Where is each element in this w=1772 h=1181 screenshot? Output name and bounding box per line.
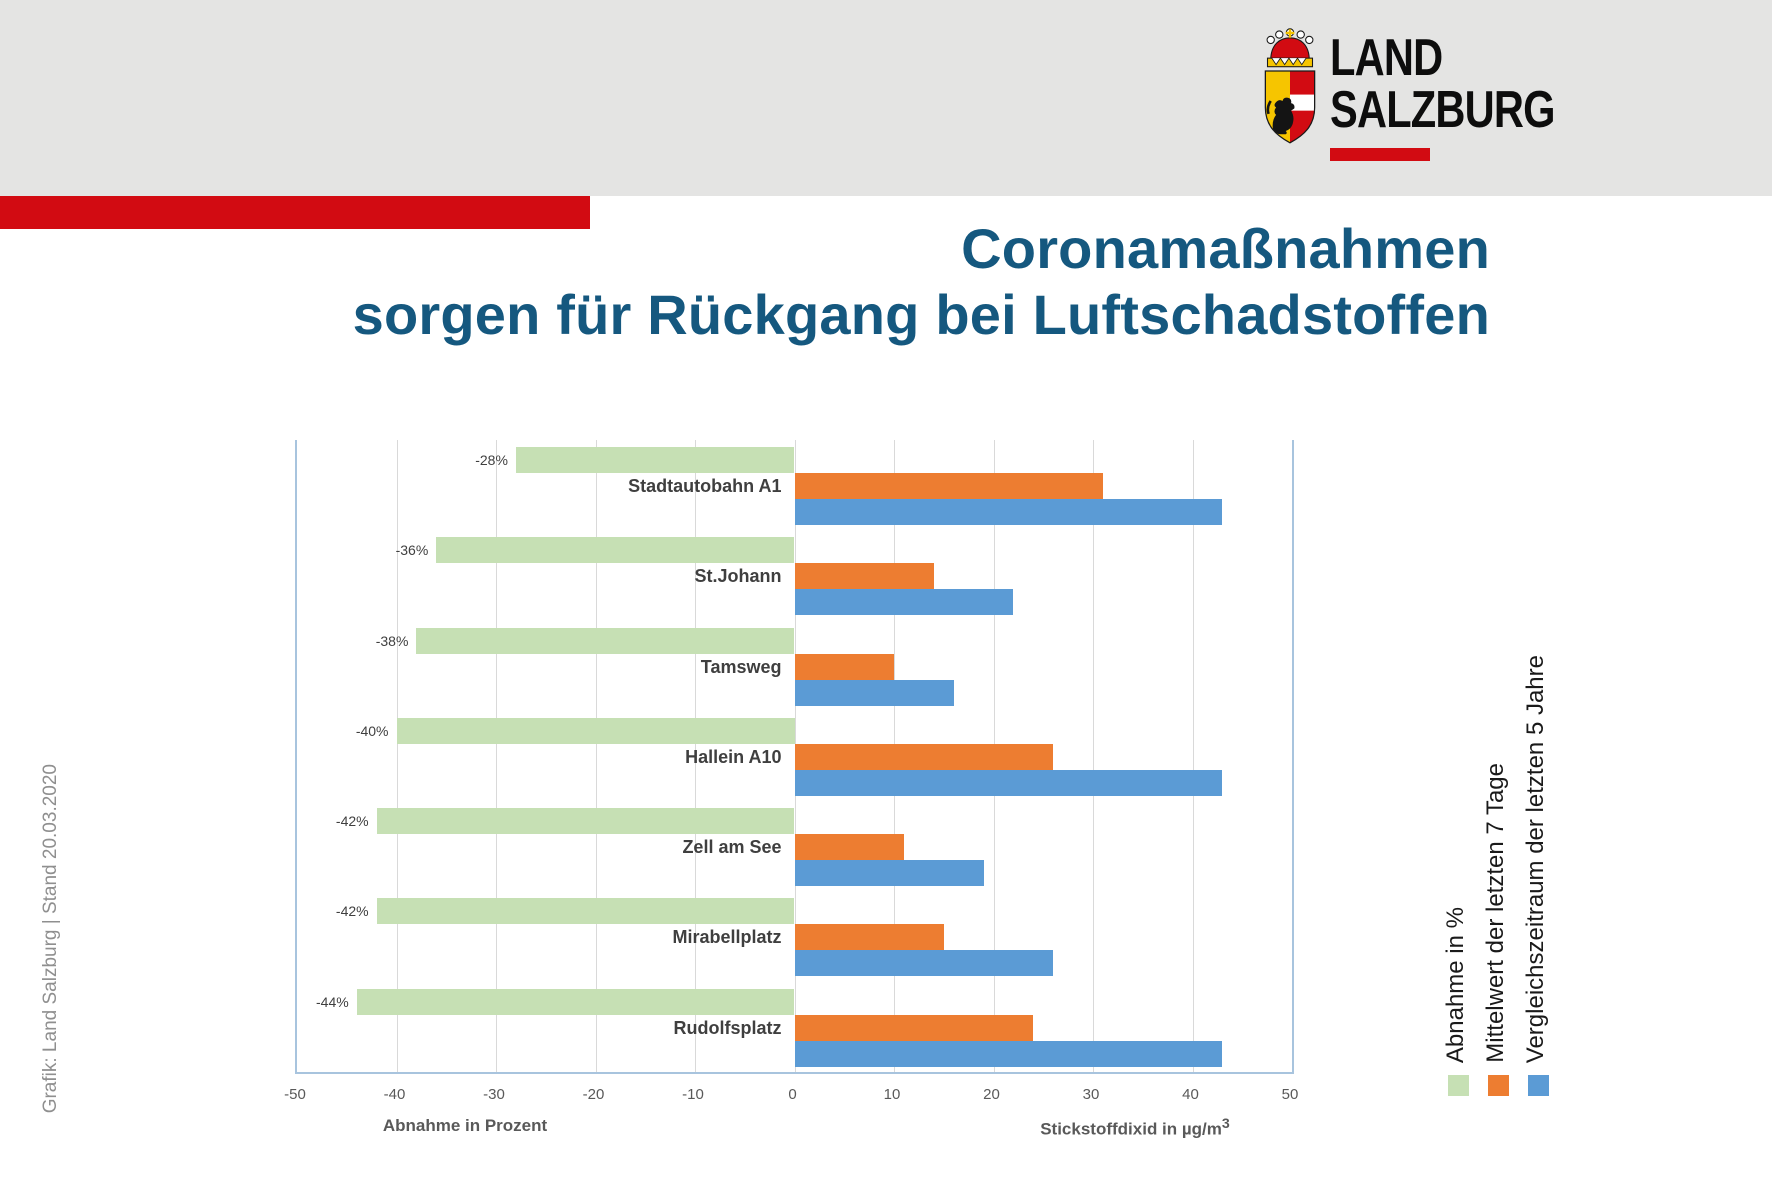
bar-vergleichszeitraum-5-jahre — [794, 950, 1054, 977]
bar-mittelwert-7-tage — [794, 834, 904, 861]
value-label: -38% — [375, 632, 409, 649]
bar-mittelwert-7-tage — [794, 563, 934, 590]
bar-mittelwert-7-tage — [794, 473, 1103, 499]
value-label: -42% — [335, 903, 369, 920]
bar-mittelwert-7-tage — [794, 924, 944, 951]
category-label: St.Johann — [694, 566, 782, 587]
category-label: Tamsweg — [700, 656, 782, 677]
bar-abnahme — [376, 808, 795, 835]
bar-abnahme — [416, 627, 795, 654]
credit-caption: Grafik: Land Salzburg | Stand 20.03.2020 — [40, 763, 61, 1113]
x-tick-label: 40 — [1182, 1086, 1199, 1103]
x-tick-label: 10 — [883, 1086, 901, 1103]
bar-abnahme — [356, 988, 795, 1015]
value-label: -40% — [355, 722, 389, 739]
page-title-line1: Coronamaßnahmen — [961, 217, 1490, 280]
category-label: Stadtautobahn A1 — [628, 476, 782, 496]
bar-vergleichszeitraum-5-jahre — [794, 860, 984, 887]
x-tick-label: -40 — [383, 1086, 406, 1103]
bar-vergleichszeitraum-5-jahre — [794, 499, 1223, 525]
logo-line2: SALZBURG — [1330, 81, 1555, 139]
bar-mittelwert-7-tage — [794, 1014, 1034, 1041]
salzburg-crest-icon — [1264, 28, 1316, 144]
logo-line1: LAND — [1330, 29, 1443, 87]
logo-wordmark: LAND SALZBURG — [1330, 32, 1555, 136]
category-label: Rudolfsplatz — [673, 1017, 782, 1038]
value-label: -42% — [335, 813, 369, 830]
page-title-line2: sorgen für Rückgang bei Luftschadstoffen — [352, 283, 1490, 346]
legend-label: Mittelwert der letzten 7 Tage — [1482, 763, 1509, 1063]
value-label: -44% — [316, 993, 349, 1010]
legend-label: Abnahme in % — [1442, 906, 1469, 1063]
x-tick-label: 30 — [1082, 1086, 1100, 1103]
gridline — [595, 440, 597, 1072]
chart-plot-area: -28% Stadtautobahn A1 -36% St.Johann -38% Tam… — [295, 440, 1294, 1074]
bar-vergleichszeitraum-5-jahre — [794, 589, 1014, 616]
gridline — [1192, 440, 1194, 1072]
bar-abnahme — [515, 447, 795, 473]
value-label: -28% — [475, 452, 508, 468]
gridline — [396, 440, 398, 1072]
x-tick-label: -10 — [682, 1086, 704, 1103]
legend-swatch — [1488, 1075, 1509, 1096]
page-title: Coronamaßnahmen sorgen für Rückgang bei … — [353, 216, 1490, 348]
header-band — [0, 0, 1772, 196]
logo-underline — [1330, 148, 1430, 161]
bar-mittelwert-7-tage — [794, 743, 1054, 770]
bar-vergleichszeitraum-5-jahre — [794, 769, 1223, 796]
bar-abnahme — [396, 717, 795, 744]
bar-abnahme — [436, 537, 795, 564]
gridline — [695, 440, 696, 1072]
x-tick-label: -50 — [284, 1086, 306, 1103]
bar-abnahme — [376, 898, 795, 925]
legend-swatch — [1448, 1075, 1469, 1096]
x-tick-label: -30 — [483, 1086, 505, 1103]
bar-vergleichszeitraum-5-jahre — [794, 1040, 1223, 1067]
x-tick-label: 0 — [788, 1086, 797, 1103]
red-accent-stripe — [0, 196, 590, 229]
legend-swatch — [1528, 1075, 1549, 1096]
x-axis-label-right: Stickstoffdixid in µg/m3 — [1040, 1116, 1230, 1139]
gridline — [1093, 440, 1094, 1072]
x-axis-label-left: Abnahme in Prozent — [382, 1116, 548, 1135]
bar-vergleichszeitraum-5-jahre — [794, 679, 954, 706]
category-label: Mirabellplatz — [672, 927, 782, 948]
category-label: Zell am See — [682, 837, 782, 858]
bar-mittelwert-7-tage — [794, 653, 894, 680]
value-label: -36% — [395, 542, 429, 559]
legend-label: Vergleichszeitraum der letzten 5 Jahre — [1522, 654, 1549, 1063]
gridline — [496, 440, 497, 1072]
category-label: Hallein A10 — [685, 746, 782, 767]
x-tick-label: -20 — [582, 1086, 605, 1103]
land-salzburg-logo: LAND SALZBURG — [1262, 26, 1592, 166]
x-tick-label: 50 — [1281, 1086, 1299, 1103]
x-tick-label: 20 — [983, 1086, 1000, 1103]
